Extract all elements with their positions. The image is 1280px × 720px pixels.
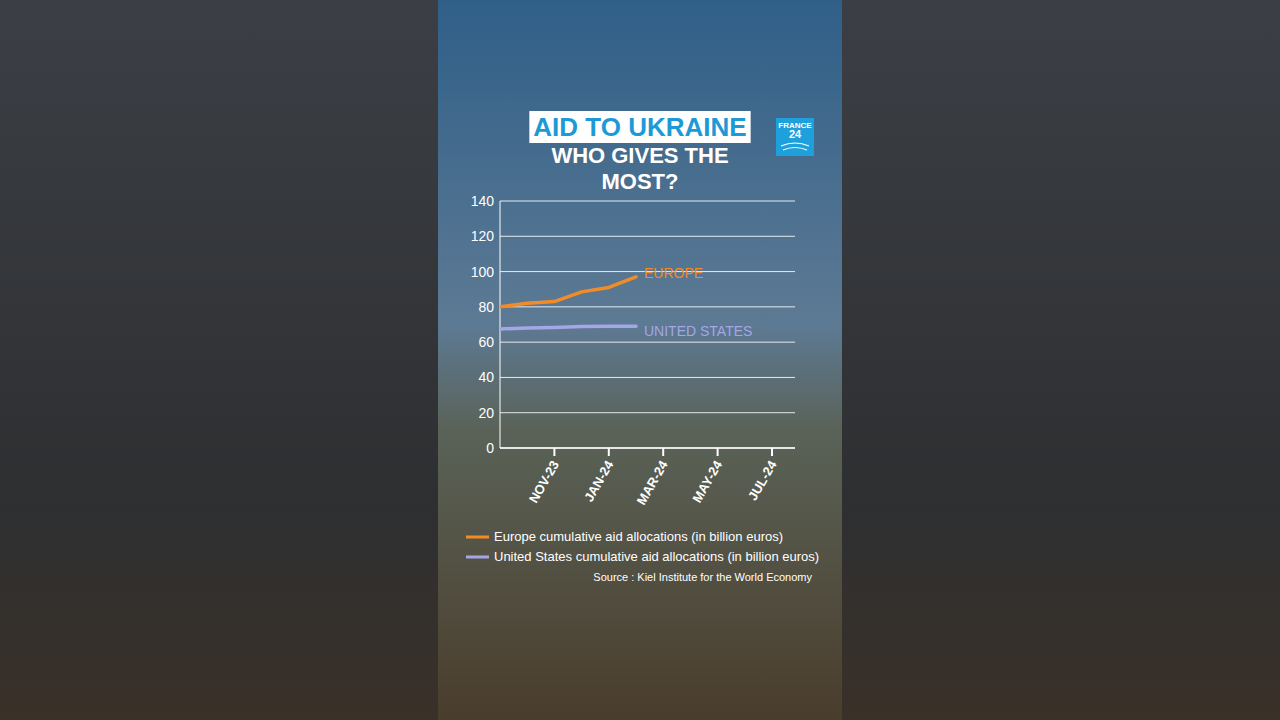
x-tick <box>608 448 610 456</box>
y-axis <box>500 201 501 448</box>
x-tick-label: JAN-24 <box>581 457 617 504</box>
y-tick-label: 60 <box>478 334 494 350</box>
y-tick-label: 80 <box>478 299 494 315</box>
grid-line <box>500 201 795 202</box>
x-tick-label: NOV-23 <box>526 458 562 506</box>
grid <box>500 201 795 448</box>
x-tick-label: MAY-24 <box>689 457 725 505</box>
x-tick <box>553 448 555 456</box>
x-tick-label: MAR-24 <box>634 457 672 507</box>
grid-line <box>500 377 795 378</box>
series-line <box>500 326 636 329</box>
legend-label: Europe cumulative aid allocations (in bi… <box>494 529 783 544</box>
y-tick-label: 100 <box>471 264 495 280</box>
grid-line <box>500 342 795 343</box>
legend-swatch <box>466 556 489 559</box>
series-label: UNITED STATES <box>644 323 752 339</box>
y-tick-label: 0 <box>486 440 494 456</box>
x-tick <box>771 448 773 456</box>
y-tick-label: 140 <box>471 193 495 209</box>
panel <box>438 0 842 720</box>
series-label: EUROPE <box>644 265 703 281</box>
logo-box <box>776 118 814 156</box>
y-tick-label: 120 <box>471 228 495 244</box>
legend-label-line: Europe cumulative aid allocations (in bi… <box>494 529 783 544</box>
grid-line <box>500 448 795 449</box>
series-line <box>500 277 636 307</box>
source: Source : Kiel Institute for the World Ec… <box>593 571 812 583</box>
logo: FRANCE24 <box>776 118 814 156</box>
title-box <box>529 111 750 143</box>
background <box>0 0 1280 720</box>
chart-root: AID TO UKRAINEWHO GIVES THEMOST? FRANCE24… <box>0 0 1280 720</box>
x-tick <box>662 448 664 456</box>
subtitle-line: MOST? <box>602 169 679 194</box>
logo-text: 24 <box>789 128 802 140</box>
grid-line <box>500 412 795 413</box>
x-tick-label: JUL-24 <box>745 457 780 503</box>
subtitle: WHO GIVES THEMOST? <box>551 143 728 194</box>
x-axis <box>500 447 795 449</box>
grid-line <box>500 306 795 307</box>
series-group <box>500 277 636 329</box>
title: AID TO UKRAINE <box>533 112 746 142</box>
legend-label-line: United States cumulative aid allocations… <box>494 549 819 564</box>
y-tick-label: 20 <box>478 405 494 421</box>
legend-label: United States cumulative aid allocations… <box>494 549 819 564</box>
subtitle-line: WHO GIVES THE <box>551 143 728 168</box>
logo-waves <box>781 143 809 150</box>
y-tick-label: 40 <box>478 369 494 385</box>
grid-line <box>500 236 795 237</box>
legend-swatch <box>466 536 489 539</box>
x-tick <box>717 448 719 456</box>
